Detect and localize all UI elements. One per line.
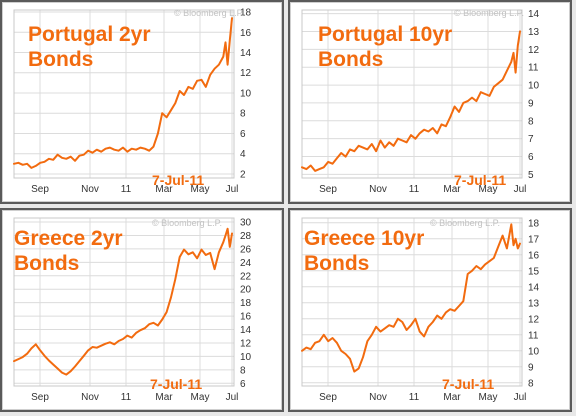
chart-panel-greece-2yr: 6 8 10 12 14 16 18 20 22 24 26 28 30 Sep Nov 11 Mar May Ju… [0, 208, 284, 412]
x-tick-label: 11 [409, 392, 420, 403]
line-chart-greece-2yr: 6 8 10 12 14 16 18 20 22 24 26 28 30 Sep Nov 11 Mar May Ju… [13, 217, 252, 403]
y-tick-label: 12 [240, 338, 252, 349]
x-tick-label: Sep [319, 392, 337, 403]
x-tick-label: Jul [514, 392, 527, 403]
x-tick-label: 11 [121, 392, 132, 403]
series-line [301, 223, 521, 373]
x-tick-label: Mar [155, 392, 173, 403]
y-tick-label: 15 [528, 266, 540, 277]
watermark-text: © Bloomberg L.P. [174, 8, 245, 18]
chart-panel-greece-10yr: 8 9 10 11 12 13 14 15 16 17 18 Sep Nov 11 Mar May Jul Gr… [288, 208, 572, 412]
plot-area-frame [301, 9, 523, 179]
series-line [13, 227, 233, 376]
x-tick-label: May [191, 392, 210, 403]
x-tick-label: Mar [443, 184, 461, 195]
y-tick-label: 16 [528, 250, 540, 261]
date-label: 7-Jul-11 [150, 376, 203, 392]
x-tick-label: Nov [81, 184, 99, 195]
y-tick-label: 14 [240, 325, 252, 336]
y-tick-label: 10 [240, 88, 252, 99]
x-tick-label: May [479, 392, 498, 403]
plot-area-frame [13, 217, 235, 387]
y-tick-label: 11 [528, 330, 539, 341]
x-tick-label: Sep [319, 184, 337, 195]
x-tick-label: Jul [226, 392, 239, 403]
x-tick-label: Jul [514, 184, 527, 195]
y-tick-label: 2 [240, 169, 246, 180]
x-tick-label: May [191, 184, 210, 195]
x-tick-label: Sep [31, 392, 49, 403]
series-line [301, 30, 521, 172]
chart-panel-portugal-10yr: 5 6 7 8 9 10 11 12 13 14 Sep Nov 11 Mar May Jul Portuga… [288, 0, 572, 204]
watermark-text: © Bloomberg L.P. [152, 218, 223, 228]
y-tick-label: 6 [528, 152, 534, 163]
series-line [13, 17, 233, 169]
y-tick-label: 18 [528, 218, 540, 229]
line-chart-greece-10yr: 8 9 10 11 12 13 14 15 16 17 18 Sep Nov 11 Mar May Jul [301, 217, 540, 403]
y-tick-label: 10 [528, 81, 540, 92]
date-label: 7-Jul-11 [442, 376, 495, 392]
y-tick-label: 17 [528, 234, 540, 245]
y-tick-label: 22 [240, 271, 252, 282]
y-tick-label: 12 [528, 45, 540, 56]
date-label: 7-Jul-11 [152, 172, 205, 188]
x-tick-label: Jul [226, 184, 239, 195]
y-tick-label: 10 [528, 346, 540, 357]
chart-title: Greece 2yr Bonds [14, 227, 123, 275]
x-tick-label: Nov [369, 184, 387, 195]
line-chart-portugal-10yr: 5 6 7 8 9 10 11 12 13 14 Sep Nov 11 Mar May Jul [301, 9, 540, 195]
y-tick-label: 14 [528, 282, 540, 293]
date-label: 7-Jul-11 [454, 172, 507, 188]
y-tick-label: 8 [528, 378, 534, 389]
y-tick-label: 18 [240, 298, 252, 309]
x-tick-label: 11 [409, 184, 420, 195]
chart-panel-portugal-2yr: 2 4 6 8 10 12 14 16 18 Sep Nov 11 Mar May Jul Portugal… [0, 0, 284, 204]
y-tick-label: 13 [528, 27, 540, 38]
watermark-text: © Bloomberg L.P. [430, 218, 501, 228]
y-tick-label: 18 [240, 8, 252, 19]
y-tick-label: 16 [240, 312, 252, 323]
y-tick-label: 13 [528, 298, 540, 309]
y-tick-label: 12 [240, 68, 252, 79]
x-tick-label: 11 [121, 184, 132, 195]
y-tick-label: 16 [240, 28, 252, 39]
y-tick-label: 14 [240, 48, 252, 59]
y-tick-label: 11 [528, 63, 539, 74]
y-tick-label: 24 [240, 258, 252, 269]
y-tick-label: 6 [240, 379, 246, 390]
chart-title: Portugal 2yr Bonds [28, 23, 151, 71]
y-tick-label: 14 [528, 9, 540, 20]
y-tick-label: 10 [240, 352, 252, 363]
y-tick-label: 28 [240, 231, 252, 242]
line-chart-portugal-2yr: 2 4 6 8 10 12 14 16 18 Sep Nov 11 Mar May Jul [13, 8, 252, 195]
chart-title: Greece 10yr Bonds [304, 227, 425, 275]
y-tick-label: 6 [240, 129, 246, 140]
chart-title: Portugal 10yr Bonds [318, 23, 453, 71]
x-tick-label: Sep [31, 184, 49, 195]
x-tick-label: May [479, 184, 498, 195]
plot-area-frame [301, 217, 523, 387]
y-tick-label: 4 [240, 149, 246, 160]
plot-area-frame [13, 9, 235, 179]
y-tick-label: 5 [528, 170, 534, 181]
y-tick-label: 9 [528, 362, 534, 373]
y-tick-label: 30 [240, 218, 252, 229]
x-tick-label: Mar [443, 392, 461, 403]
y-tick-label: 26 [240, 244, 252, 255]
x-tick-label: Mar [155, 184, 173, 195]
watermark-text: © Bloomberg L.P. [454, 8, 525, 18]
x-tick-label: Nov [81, 392, 99, 403]
y-tick-label: 9 [528, 98, 534, 109]
y-tick-label: 8 [240, 109, 246, 120]
y-tick-label: 8 [240, 365, 246, 376]
y-tick-label: 7 [528, 134, 534, 145]
y-tick-label: 8 [528, 116, 534, 127]
y-tick-label: 20 [240, 285, 252, 296]
y-tick-label: 12 [528, 314, 540, 325]
x-tick-label: Nov [369, 392, 387, 403]
